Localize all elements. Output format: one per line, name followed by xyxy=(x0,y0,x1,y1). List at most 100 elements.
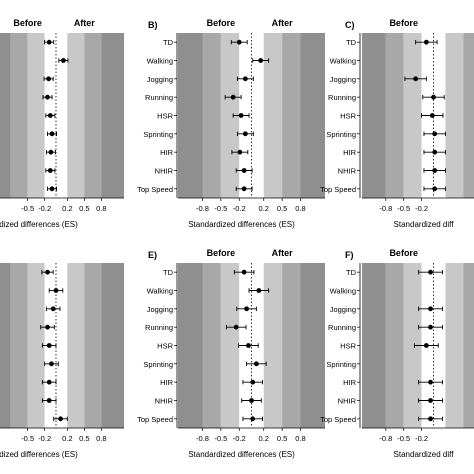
es-band xyxy=(10,263,28,428)
category-label: HIR xyxy=(343,378,357,387)
panel-label: C) xyxy=(345,20,355,30)
es-band xyxy=(220,263,240,428)
category-label: NHIR xyxy=(338,167,357,176)
es-band xyxy=(282,33,301,198)
es-band xyxy=(445,33,464,198)
es-band xyxy=(178,33,203,198)
category-label: Sprinting xyxy=(326,360,356,369)
category-label: Sprinting xyxy=(143,130,173,139)
x-tick-label: -0.5 xyxy=(214,434,227,443)
category-label: NHIR xyxy=(155,167,174,176)
effect-size-point xyxy=(45,324,50,330)
after-label: After xyxy=(272,18,293,28)
x-tick-label: 0.5 xyxy=(277,434,287,443)
effect-size-point xyxy=(249,398,254,403)
x-tick-label: 0.5 xyxy=(79,204,89,213)
effect-size-point xyxy=(256,288,262,293)
es-band xyxy=(220,33,240,198)
category-label: Running xyxy=(145,323,173,332)
x-tick-label: -0.5 xyxy=(21,434,34,443)
effect-size-point xyxy=(238,113,244,118)
effect-size-point xyxy=(428,324,433,330)
category-label: Sprinting xyxy=(143,360,173,369)
effect-size-point xyxy=(428,416,433,422)
panel-label: E) xyxy=(148,250,157,260)
es-band xyxy=(300,33,325,198)
es-band xyxy=(0,263,11,428)
x-tick-label: -0.2 xyxy=(38,204,51,213)
panel-label: F) xyxy=(345,250,354,260)
category-label: NHIR xyxy=(155,397,174,406)
effect-size-point xyxy=(428,269,433,275)
x-tick-label: 0.2 xyxy=(62,434,72,443)
es-band xyxy=(178,263,203,428)
category-label: TD xyxy=(163,268,174,277)
category-label: Running xyxy=(328,323,356,332)
effect-size-point xyxy=(48,149,54,155)
effect-size-point xyxy=(50,306,56,312)
category-label: HIR xyxy=(160,148,174,157)
category-label: Top Speed xyxy=(320,185,356,194)
effect-size-point xyxy=(423,39,429,45)
es-band xyxy=(84,263,102,428)
es-band xyxy=(202,33,221,198)
effect-size-point xyxy=(244,306,250,312)
category-label: HSR xyxy=(157,342,173,351)
panel-label: B) xyxy=(148,20,158,30)
effect-size-point xyxy=(258,58,264,63)
es-band xyxy=(27,263,45,428)
effect-size-point xyxy=(53,288,59,293)
es-band xyxy=(202,263,221,428)
effect-size-point xyxy=(432,186,438,192)
x-tick-label: 0.5 xyxy=(277,204,287,213)
category-label: HSR xyxy=(157,112,173,121)
x-tick-label: -0.2 xyxy=(233,204,246,213)
before-label: Before xyxy=(389,248,418,258)
effect-size-point xyxy=(46,76,52,82)
es-band xyxy=(10,33,28,198)
category-label: TD xyxy=(346,268,357,277)
effect-size-point xyxy=(45,269,50,275)
effect-size-point xyxy=(233,324,239,330)
effect-size-point xyxy=(241,186,247,192)
effect-size-point xyxy=(413,76,419,82)
category-label: HSR xyxy=(340,112,356,121)
x-tick-label: 0.2 xyxy=(259,434,269,443)
before-label: Before xyxy=(389,18,418,28)
effect-size-point xyxy=(46,39,52,45)
x-tick-label: -0.2 xyxy=(38,434,51,443)
es-band xyxy=(67,33,85,198)
category-label: TD xyxy=(163,38,174,47)
es-band xyxy=(385,263,404,428)
x-tick-label: 0.2 xyxy=(259,204,269,213)
es-band xyxy=(403,263,422,428)
effect-size-point xyxy=(241,269,247,275)
es-band xyxy=(300,263,325,428)
effect-size-point xyxy=(432,131,438,137)
effect-size-point xyxy=(432,149,438,155)
es-band xyxy=(445,263,464,428)
x-tick-label: -0.2 xyxy=(415,434,428,443)
x-tick-label: -0.5 xyxy=(214,204,227,213)
effect-size-point xyxy=(254,361,259,367)
es-band xyxy=(385,33,404,198)
category-label: Top Speed xyxy=(320,415,356,424)
category-label: Jogging xyxy=(330,305,356,314)
es-band xyxy=(101,263,124,428)
effect-size-point xyxy=(236,39,242,45)
x-axis-title: Standardized differences (ES) xyxy=(188,220,295,229)
category-label: TD xyxy=(346,38,357,47)
after-label: After xyxy=(74,18,95,28)
effect-size-point xyxy=(242,76,248,82)
x-tick-label: -0.2 xyxy=(233,434,246,443)
category-label: Top Speed xyxy=(137,185,173,194)
effect-size-point xyxy=(46,379,52,385)
effect-size-point xyxy=(242,131,248,137)
category-label: HIR xyxy=(343,148,357,157)
effect-size-point xyxy=(432,168,438,173)
es-band xyxy=(403,33,422,198)
effect-size-point xyxy=(46,398,52,403)
x-tick-label: 0.5 xyxy=(79,434,89,443)
effect-size-point xyxy=(60,58,66,63)
